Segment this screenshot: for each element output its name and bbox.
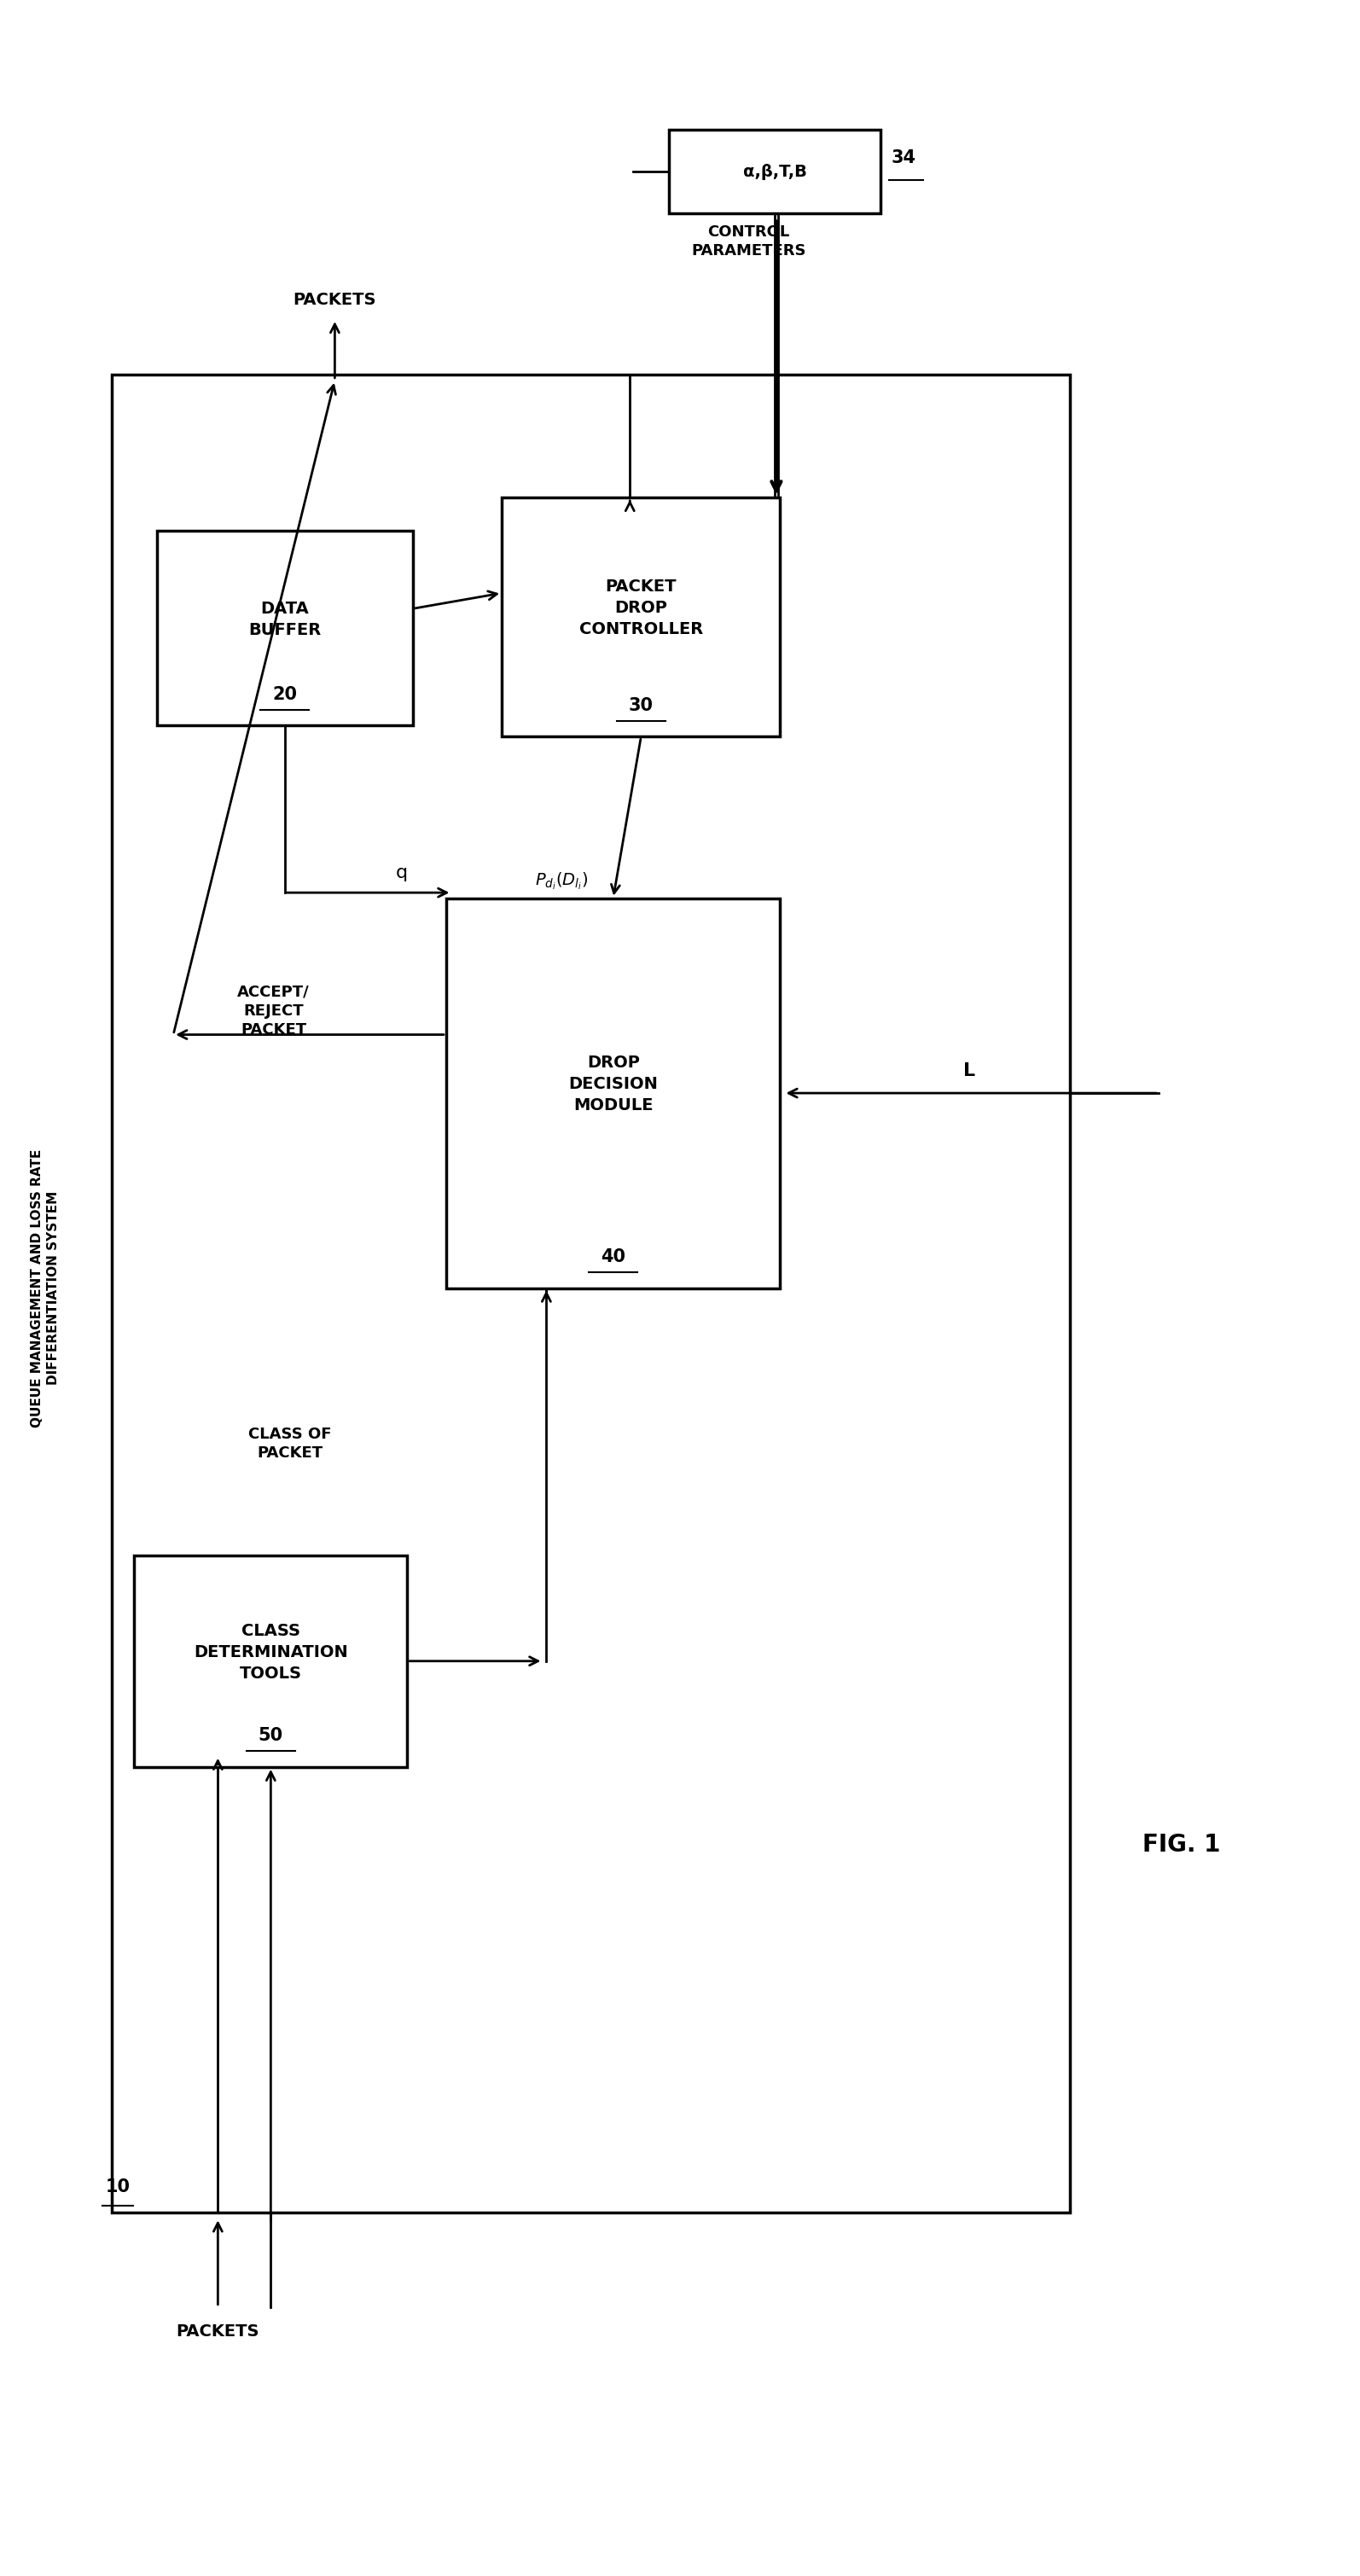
Text: ACCEPT/
REJECT
PACKET: ACCEPT/ REJECT PACKET xyxy=(238,984,310,1038)
Text: PACKETS: PACKETS xyxy=(294,291,377,309)
Text: DROP
DECISION
MODULE: DROP DECISION MODULE xyxy=(568,1054,658,1113)
Bar xyxy=(446,899,781,1288)
Text: q: q xyxy=(396,863,408,881)
Bar xyxy=(669,129,880,214)
Text: CONTROL
PARAMETERS: CONTROL PARAMETERS xyxy=(691,224,806,258)
Text: CLASS
DETERMINATION
TOOLS: CLASS DETERMINATION TOOLS xyxy=(193,1623,348,1682)
Text: 34: 34 xyxy=(892,149,917,165)
Bar xyxy=(502,497,781,737)
Bar xyxy=(156,531,412,726)
Text: 30: 30 xyxy=(628,698,653,714)
Bar xyxy=(112,374,1070,2213)
Text: $P_{d_i}(D_{l_i})$: $P_{d_i}(D_{l_i})$ xyxy=(536,871,588,891)
Text: PACKET
DROP
CONTROLLER: PACKET DROP CONTROLLER xyxy=(579,580,703,636)
Text: QUEUE MANAGEMENT AND LOSS RATE
DIFFERENTIATION SYSTEM: QUEUE MANAGEMENT AND LOSS RATE DIFFERENT… xyxy=(31,1149,60,1427)
Bar xyxy=(135,1556,407,1767)
Text: DATA
BUFFER: DATA BUFFER xyxy=(249,600,321,639)
Text: 40: 40 xyxy=(601,1249,626,1265)
Text: 50: 50 xyxy=(258,1726,283,1744)
Text: FIG. 1: FIG. 1 xyxy=(1142,1834,1220,1857)
Text: 10: 10 xyxy=(105,2179,131,2195)
Text: α,β,T,B: α,β,T,B xyxy=(743,162,806,180)
Text: 20: 20 xyxy=(272,685,296,703)
Text: L: L xyxy=(963,1061,975,1079)
Text: CLASS OF
PACKET: CLASS OF PACKET xyxy=(249,1427,332,1461)
Text: PACKETS: PACKETS xyxy=(177,2324,260,2339)
